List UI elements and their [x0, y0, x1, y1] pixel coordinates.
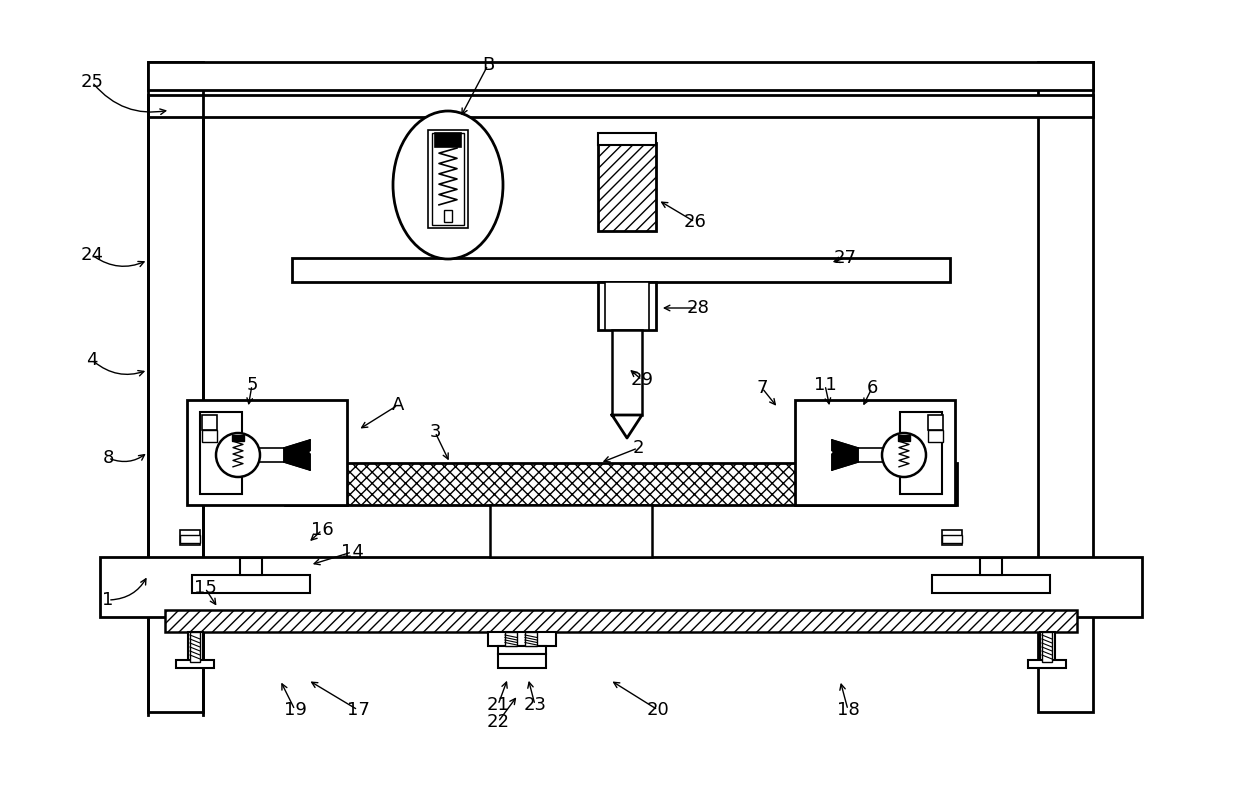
- Bar: [598, 143, 656, 231]
- Bar: [942, 535, 962, 543]
- FancyArrowPatch shape: [110, 455, 145, 461]
- Bar: [444, 210, 453, 222]
- Bar: [490, 505, 652, 557]
- Bar: [180, 535, 200, 543]
- Bar: [241, 558, 262, 575]
- Text: 16: 16: [311, 521, 334, 539]
- Text: 22: 22: [486, 713, 510, 731]
- Bar: [192, 575, 310, 593]
- Bar: [180, 530, 200, 545]
- Text: 11: 11: [813, 376, 836, 394]
- Text: 2: 2: [632, 439, 644, 457]
- FancyArrowPatch shape: [94, 362, 144, 376]
- Circle shape: [216, 433, 260, 477]
- Bar: [100, 557, 1142, 617]
- Polygon shape: [805, 450, 832, 465]
- Text: 17: 17: [346, 701, 370, 719]
- Text: B: B: [482, 56, 494, 74]
- Bar: [232, 435, 244, 441]
- Bar: [428, 130, 467, 228]
- Text: 28: 28: [687, 299, 709, 317]
- Bar: [980, 558, 1002, 575]
- Text: 19: 19: [284, 701, 306, 719]
- Text: 20: 20: [646, 701, 670, 719]
- Text: 8: 8: [103, 449, 114, 467]
- Bar: [188, 632, 203, 664]
- Polygon shape: [310, 450, 340, 465]
- Bar: [932, 575, 1050, 593]
- Bar: [605, 282, 649, 330]
- Circle shape: [882, 433, 926, 477]
- Text: 3: 3: [429, 423, 440, 441]
- Bar: [148, 62, 203, 712]
- Text: 5: 5: [247, 376, 258, 394]
- Bar: [858, 448, 898, 462]
- Text: 21: 21: [486, 696, 510, 714]
- Bar: [598, 282, 656, 330]
- Bar: [928, 415, 942, 430]
- Bar: [505, 632, 517, 646]
- Bar: [148, 95, 1092, 117]
- Bar: [898, 435, 910, 441]
- Bar: [165, 610, 1078, 632]
- Bar: [942, 530, 962, 545]
- Bar: [928, 430, 942, 442]
- Text: 15: 15: [193, 579, 217, 597]
- Bar: [244, 448, 284, 462]
- Bar: [285, 463, 957, 505]
- Bar: [598, 133, 656, 145]
- Bar: [498, 654, 546, 668]
- Polygon shape: [832, 440, 858, 470]
- Bar: [432, 133, 464, 225]
- Bar: [900, 412, 942, 494]
- Bar: [489, 632, 556, 646]
- Text: 6: 6: [867, 379, 878, 397]
- Text: 29: 29: [630, 371, 653, 389]
- Text: 24: 24: [81, 246, 103, 264]
- Bar: [498, 646, 546, 654]
- Bar: [525, 632, 537, 646]
- Text: 4: 4: [87, 351, 98, 369]
- Text: 25: 25: [81, 73, 103, 91]
- Bar: [148, 62, 1092, 90]
- Bar: [1038, 62, 1092, 712]
- Bar: [1040, 632, 1055, 664]
- Bar: [795, 400, 955, 505]
- FancyArrowPatch shape: [110, 579, 146, 600]
- Bar: [1042, 632, 1052, 662]
- Bar: [435, 133, 461, 147]
- Bar: [190, 632, 200, 662]
- Polygon shape: [284, 440, 310, 470]
- Text: 14: 14: [341, 543, 363, 561]
- FancyArrowPatch shape: [94, 257, 144, 266]
- Bar: [613, 330, 642, 415]
- Bar: [291, 258, 950, 282]
- Text: 1: 1: [103, 591, 114, 609]
- Text: 27: 27: [833, 249, 857, 267]
- FancyArrowPatch shape: [94, 84, 166, 115]
- Text: A: A: [392, 396, 404, 414]
- Bar: [202, 415, 217, 430]
- Bar: [1028, 660, 1066, 668]
- Bar: [176, 660, 215, 668]
- Ellipse shape: [393, 111, 503, 259]
- Bar: [187, 400, 347, 505]
- Text: 18: 18: [837, 701, 859, 719]
- Text: 26: 26: [683, 213, 707, 231]
- Polygon shape: [613, 415, 642, 438]
- Text: 23: 23: [523, 696, 547, 714]
- Bar: [200, 412, 242, 494]
- Text: 7: 7: [756, 379, 768, 397]
- Bar: [202, 430, 217, 442]
